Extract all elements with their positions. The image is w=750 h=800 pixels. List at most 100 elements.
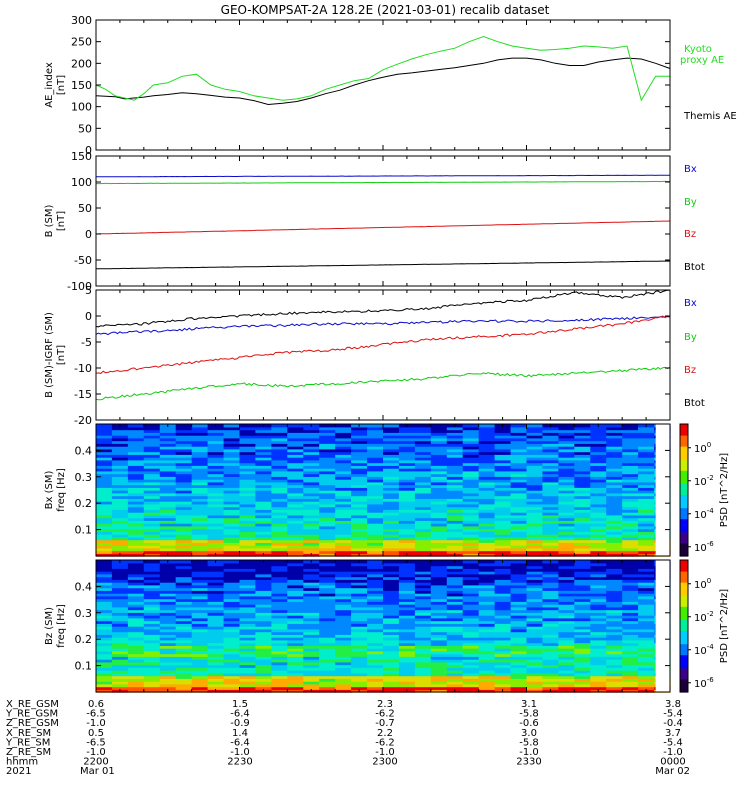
ephemeris-value: -6.4 bbox=[230, 737, 250, 748]
spectrogram-cell bbox=[271, 481, 288, 486]
spectrogram-cell bbox=[398, 598, 416, 602]
spectrogram-cell bbox=[558, 615, 575, 619]
spectrogram-cell bbox=[383, 681, 400, 685]
colorbar-segment bbox=[680, 681, 688, 684]
spectrogram-cell bbox=[175, 426, 193, 431]
spectrogram-cell bbox=[239, 514, 256, 519]
spectrogram-cell bbox=[622, 582, 639, 586]
spectrogram-cell bbox=[367, 468, 384, 472]
spectrogram-cell bbox=[239, 545, 256, 549]
colorbar-segment bbox=[680, 595, 688, 598]
spectrogram-cell bbox=[175, 517, 193, 521]
spectrogram-cell bbox=[255, 470, 272, 475]
spectrogram-cell bbox=[143, 604, 161, 608]
spectrogram-cell bbox=[143, 656, 161, 660]
spectrogram-cell bbox=[494, 587, 512, 591]
spectrogram-cell bbox=[319, 479, 336, 483]
spectrogram-cell bbox=[351, 432, 368, 436]
spectrogram-cell bbox=[462, 424, 480, 428]
spectrogram-cell bbox=[303, 547, 320, 552]
spectrogram-cell bbox=[462, 560, 480, 564]
y-tick-label: -20 bbox=[74, 414, 92, 427]
spectrogram-cell bbox=[606, 645, 623, 649]
spectrogram-cell bbox=[398, 612, 416, 616]
spectrogram-cell bbox=[319, 531, 336, 535]
spectrogram-cell bbox=[446, 670, 464, 674]
spectrogram-cell bbox=[526, 525, 543, 530]
spectrogram-cell bbox=[111, 672, 129, 677]
spectrogram-cell bbox=[175, 689, 193, 693]
spectrogram-cell bbox=[271, 667, 288, 671]
spectrogram-cell bbox=[430, 462, 448, 466]
spectrogram-cell bbox=[271, 437, 288, 442]
spectrogram-cell bbox=[127, 432, 145, 436]
spectrogram-cell bbox=[255, 517, 272, 521]
colorbar-segment bbox=[680, 676, 688, 680]
spectrogram-cell bbox=[319, 675, 336, 679]
spectrogram-cell bbox=[143, 468, 161, 472]
spectrogram-cell bbox=[558, 590, 575, 594]
spectrogram-cell bbox=[462, 598, 480, 602]
spectrogram-cell bbox=[207, 656, 225, 660]
spectrogram-cell bbox=[159, 525, 177, 530]
y-tick-label: 0 bbox=[85, 310, 92, 323]
spectrogram-cell bbox=[335, 678, 352, 682]
spectrogram-cell bbox=[558, 653, 575, 657]
spectrogram-cell bbox=[287, 484, 304, 488]
spectrogram-cell bbox=[510, 470, 528, 475]
colorbar-segment bbox=[680, 523, 688, 526]
colorbar-segment bbox=[680, 483, 688, 487]
spectrogram-cell bbox=[271, 631, 288, 635]
spectrogram-cell bbox=[335, 503, 352, 508]
spectrogram-cell bbox=[606, 512, 623, 516]
colorbar-label: PSD [nT^2/Hz] bbox=[719, 589, 730, 663]
spectrogram-cell bbox=[111, 525, 129, 530]
spectrogram-cell bbox=[367, 675, 384, 679]
spectrogram-cell bbox=[96, 432, 113, 436]
spectrogram-cell bbox=[175, 593, 193, 597]
spectrogram-cell bbox=[446, 609, 464, 613]
spectrogram-cell bbox=[207, 435, 225, 439]
spectrogram-cell bbox=[143, 495, 161, 499]
spectrogram-cell bbox=[143, 683, 161, 688]
spectrogram-cell bbox=[111, 487, 129, 491]
spectrogram-cell bbox=[367, 612, 384, 616]
spectrogram-cell bbox=[526, 470, 543, 475]
spectrogram-cell bbox=[223, 536, 241, 541]
spectrogram-cell bbox=[638, 667, 655, 671]
spectrogram-cell bbox=[255, 683, 272, 688]
spectrogram-cell bbox=[558, 617, 575, 622]
spectrogram-cell bbox=[207, 432, 225, 436]
spectrogram-cell bbox=[175, 424, 193, 428]
spectrogram-cell bbox=[510, 553, 528, 557]
spectrogram-cell bbox=[207, 509, 225, 513]
spectrogram-cell bbox=[478, 661, 496, 666]
spectrogram-cell bbox=[383, 571, 400, 575]
spectrogram-cell bbox=[127, 465, 145, 469]
spectrogram-cell bbox=[335, 601, 352, 605]
spectrogram-cell bbox=[127, 604, 145, 608]
spectrogram-cell bbox=[319, 620, 336, 624]
spectrogram-cell bbox=[622, 512, 639, 516]
spectrogram-cell bbox=[590, 645, 607, 649]
spectrogram-cell bbox=[239, 593, 256, 597]
spectrogram-cell bbox=[622, 479, 639, 483]
spectrogram-cell bbox=[398, 454, 416, 458]
spectrogram-cell bbox=[414, 492, 432, 497]
spectrogram-cell bbox=[207, 678, 225, 682]
spectrogram-cell bbox=[478, 560, 496, 564]
spectrogram-cell bbox=[606, 664, 623, 668]
spectrogram-cell bbox=[510, 542, 528, 546]
spectrogram-cell bbox=[159, 683, 177, 688]
spectrogram-cell bbox=[414, 490, 432, 494]
spectrogram-cell bbox=[558, 648, 575, 652]
spectrogram-cell bbox=[462, 606, 480, 611]
spectrogram-cell bbox=[271, 468, 288, 472]
spectrogram-cell bbox=[255, 506, 272, 510]
spectrogram-cell bbox=[446, 517, 464, 521]
spectrogram-cell bbox=[191, 512, 209, 516]
spectrogram-cell bbox=[542, 568, 559, 572]
spectrogram-cell bbox=[191, 568, 209, 572]
spectrogram-cell bbox=[398, 675, 416, 679]
spectrogram-cell bbox=[191, 487, 209, 491]
